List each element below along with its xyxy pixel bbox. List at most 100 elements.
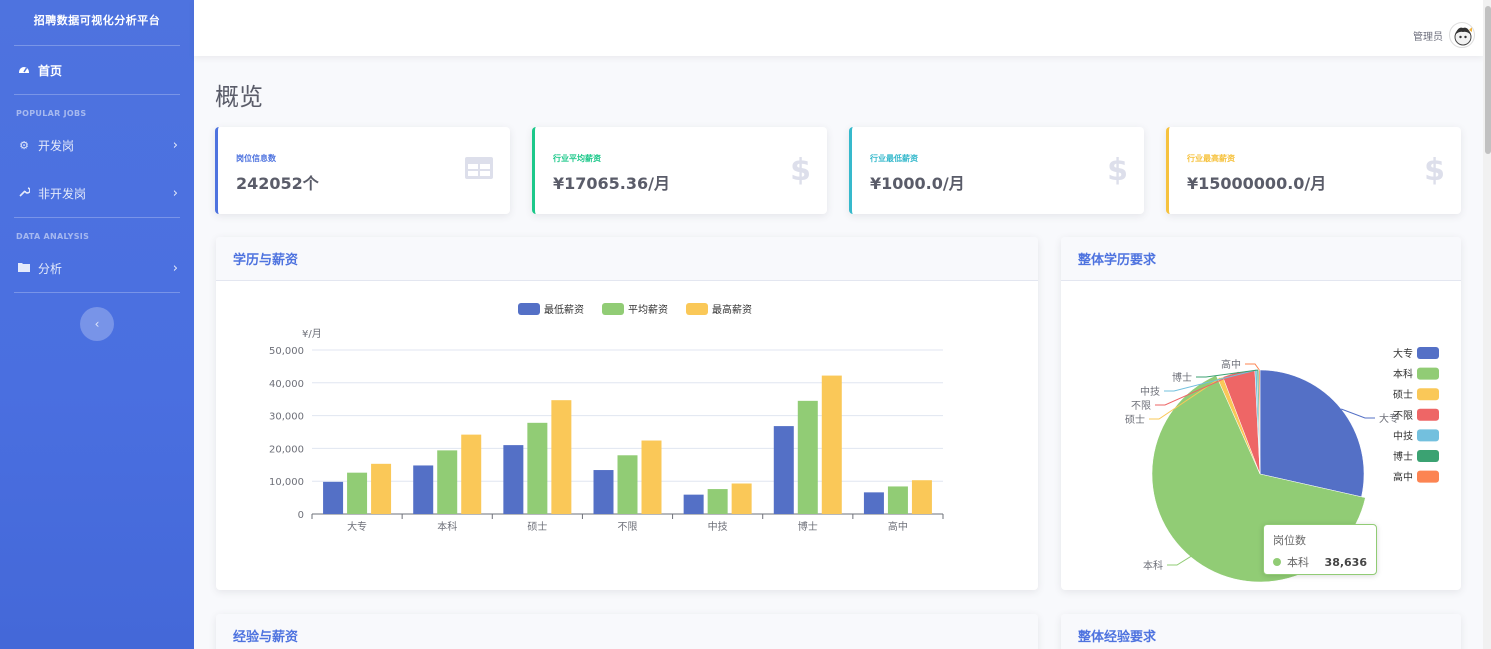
y-tick-label: 20,000 — [269, 444, 304, 455]
legend-swatch — [602, 303, 624, 315]
pie-leader-line — [1155, 371, 1239, 406]
pie-leader-line — [1164, 369, 1257, 392]
panel-exp-salary: 经验与薪资 — [216, 614, 1038, 649]
legend-label: 本科 — [1393, 368, 1413, 381]
sidebar-item-home[interactable]: 首页 — [0, 46, 194, 94]
bar — [707, 489, 728, 514]
sidebar-item-label: 开发岗 — [38, 138, 75, 153]
dollar-icon: $ — [790, 153, 811, 188]
bar — [863, 492, 884, 514]
panel-edu-overall: 整体学历要求 大专 本科 硕士 不限 中技 博士 高中 大专 本科 硕士 不限 中技 博士 高中 — [1061, 237, 1461, 590]
sidebar-item-label: 分析 — [38, 261, 63, 276]
bar — [821, 375, 842, 514]
legend-swatch — [686, 303, 708, 315]
bar — [773, 426, 794, 514]
scrollbar-thumb[interactable] — [1485, 6, 1491, 154]
legend-label: 最低薪资 — [544, 303, 584, 316]
sidebar-item-dev-jobs[interactable]: ⚙ 开发岗 › — [0, 121, 194, 169]
panel-title: 经验与薪资 — [216, 614, 1038, 649]
pie-label: 硕士 — [1125, 413, 1145, 426]
pie-leader-line — [1196, 369, 1258, 378]
stat-label: 行业平均薪资 — [553, 154, 601, 163]
page-scrollbar[interactable] — [1483, 0, 1491, 649]
legend-swatch — [1417, 450, 1439, 462]
legend-label: 最高薪资 — [712, 303, 752, 316]
tooltip-title: 岗位数 — [1273, 534, 1306, 547]
avatar[interactable] — [1449, 22, 1475, 48]
pie-label: 中技 — [1140, 385, 1160, 398]
sidebar-divider — [14, 94, 180, 95]
bar — [797, 400, 818, 514]
legend-swatch — [1417, 388, 1439, 401]
stat-value: ¥1000.0/月 — [870, 174, 965, 193]
legend-swatch — [1417, 408, 1439, 421]
bar — [731, 483, 752, 514]
panel-edu-salary: 学历与薪资 最低薪资 平均薪资 最高薪资 ¥/月 0 10,000 20,000 30,000… — [216, 237, 1038, 590]
bar-chart: 最低薪资 平均薪资 最高薪资 ¥/月 0 10,000 20,000 30,000 40,000… — [269, 303, 944, 533]
legend-label: 平均薪资 — [628, 304, 668, 316]
user-name[interactable]: 管理员 — [1413, 32, 1443, 43]
tooltip-name: 本科 — [1287, 556, 1309, 569]
x-tick-label: 不限 — [618, 521, 638, 533]
panel-title: 学历与薪资 — [216, 237, 1038, 281]
chevron-right-icon: › — [172, 137, 178, 153]
legend-label: 不限 — [1393, 410, 1413, 422]
bar — [887, 486, 908, 514]
y-tick-label: 10,000 — [269, 477, 304, 488]
stat-value: ¥17065.36/月 — [553, 174, 670, 193]
stat-card-job-count: 岗位信息数 242052个 — [215, 127, 510, 214]
x-tick-label: 本科 — [437, 520, 457, 533]
legend-swatch — [1417, 367, 1439, 380]
bar — [323, 481, 344, 514]
stat-label: 岗位信息数 — [236, 154, 276, 163]
legend-label: 大专 — [1393, 347, 1413, 360]
chart-tooltip: 岗位数 本科 38,636 — [1263, 524, 1377, 575]
bar — [461, 434, 482, 514]
panel-title: 整体学历要求 — [1061, 237, 1461, 281]
table-icon — [464, 153, 494, 188]
sidebar-item-nondev-jobs[interactable]: 非开发岗 › — [0, 169, 194, 217]
bar — [551, 400, 572, 514]
bar — [593, 470, 614, 514]
bar — [503, 445, 524, 514]
y-tick-label: 40,000 — [269, 379, 304, 390]
legend-label: 中技 — [1393, 429, 1413, 442]
sidebar-toggle-button[interactable]: ‹ — [80, 307, 114, 341]
pie-leader-line — [1149, 377, 1221, 420]
sidebar: 招聘数据可视化分析平台 首页 POPULAR JOBS ⚙ 开发岗 › 非开发岗… — [0, 0, 194, 649]
gear-icon: ⚙ — [19, 138, 29, 152]
legend-label: 硕士 — [1393, 388, 1413, 401]
legend-swatch — [1417, 429, 1439, 442]
chevron-right-icon: › — [172, 260, 178, 276]
pie-leader-line — [1341, 408, 1375, 419]
page-title: 概览 — [215, 83, 263, 111]
x-tick-label: 中技 — [708, 520, 728, 533]
pie-label: 本科 — [1143, 559, 1163, 572]
sidebar-heading-analysis: DATA ANALYSIS — [16, 232, 90, 241]
bar — [371, 463, 392, 514]
folder-icon — [16, 262, 32, 275]
pie-slice — [1259, 369, 1365, 498]
sidebar-divider — [14, 45, 180, 46]
pie-label: 高中 — [1221, 358, 1241, 371]
stat-label: 行业最高薪资 — [1187, 154, 1235, 163]
panel-title: 整体经验要求 — [1061, 614, 1461, 649]
panel-exp-overall: 整体经验要求 — [1061, 614, 1461, 649]
pie-label: 博士 — [1172, 371, 1192, 384]
dashboard-icon — [16, 63, 32, 78]
y-axis-label: ¥/月 — [302, 328, 322, 340]
y-tick-label: 0 — [298, 510, 304, 521]
tooltip-row: 本科 38,636 — [1273, 554, 1367, 570]
wrench-icon — [16, 186, 32, 200]
dollar-icon: $ — [1107, 153, 1128, 188]
sidebar-item-analysis[interactable]: 分析 › — [0, 244, 194, 292]
tooltip-marker — [1273, 558, 1281, 566]
pie-leader-line — [1167, 553, 1195, 566]
sidebar-item-label: 非开发岗 — [38, 186, 87, 201]
brand-title[interactable]: 招聘数据可视化分析平台 — [33, 14, 161, 27]
x-tick-label: 高中 — [888, 520, 908, 533]
bar — [617, 455, 638, 514]
stat-value: ¥15000000.0/月 — [1187, 174, 1327, 193]
pie-leader-line — [1245, 363, 1260, 371]
